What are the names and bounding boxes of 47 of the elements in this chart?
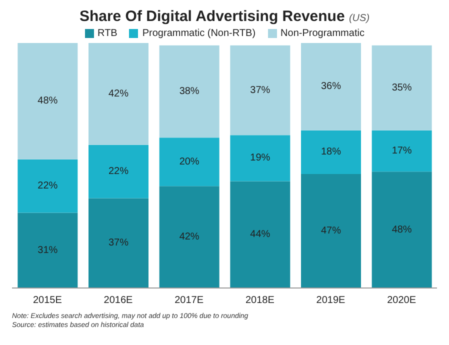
data-label: 36%: [320, 81, 342, 92]
bar: [230, 45, 290, 136]
data-label: 18%: [320, 146, 342, 158]
bar: [18, 212, 78, 288]
data-label: 42%: [179, 232, 200, 243]
bar: [230, 181, 290, 288]
data-label: 47%: [320, 225, 342, 236]
bar: [18, 159, 78, 213]
data-label: 22%: [108, 166, 129, 178]
data-label: 22%: [38, 180, 58, 192]
x-tick-label: 2015E: [32, 295, 62, 306]
x-tick-label: 2016E: [104, 295, 134, 306]
bar: [301, 43, 361, 130]
data-label: 35%: [392, 82, 412, 94]
legend-label: Non-Programmatic: [280, 28, 364, 39]
bar: [372, 130, 432, 172]
legend-label: RTB: [96, 28, 118, 39]
data-label: 37%: [108, 238, 129, 249]
data-label: 31%: [38, 244, 58, 256]
bar: [301, 130, 361, 174]
bar: [159, 45, 220, 138]
bar: [159, 186, 220, 288]
bar: [301, 174, 361, 288]
data-label: 44%: [250, 229, 270, 240]
data-label: 38%: [179, 86, 200, 98]
bar: [372, 45, 432, 130]
x-tick-label: 2020E: [387, 295, 416, 306]
x-tick-label: 2019E: [316, 295, 346, 306]
data-label: 42%: [108, 88, 129, 100]
bar: [88, 198, 148, 288]
bar: [18, 43, 78, 160]
data-label: 48%: [38, 96, 58, 107]
x-tick-label: 2018E: [245, 295, 275, 306]
data-label: 19%: [250, 152, 270, 164]
x-tick-label: 2017E: [174, 295, 204, 306]
bar: [230, 135, 290, 182]
chart-title: Share Of Digital Advertising Revenue: [79, 8, 345, 25]
data-label: 48%: [392, 224, 412, 236]
data-label: 17%: [392, 145, 412, 156]
legend-label: Programmatic (Non-RTB): [141, 28, 256, 39]
bar: [372, 172, 432, 288]
data-label: 20%: [179, 156, 200, 168]
bar: [159, 138, 220, 186]
bar: [88, 43, 148, 145]
bar: [88, 144, 148, 198]
data-label: 37%: [250, 84, 270, 96]
chart-subtitle: (US): [348, 13, 370, 24]
